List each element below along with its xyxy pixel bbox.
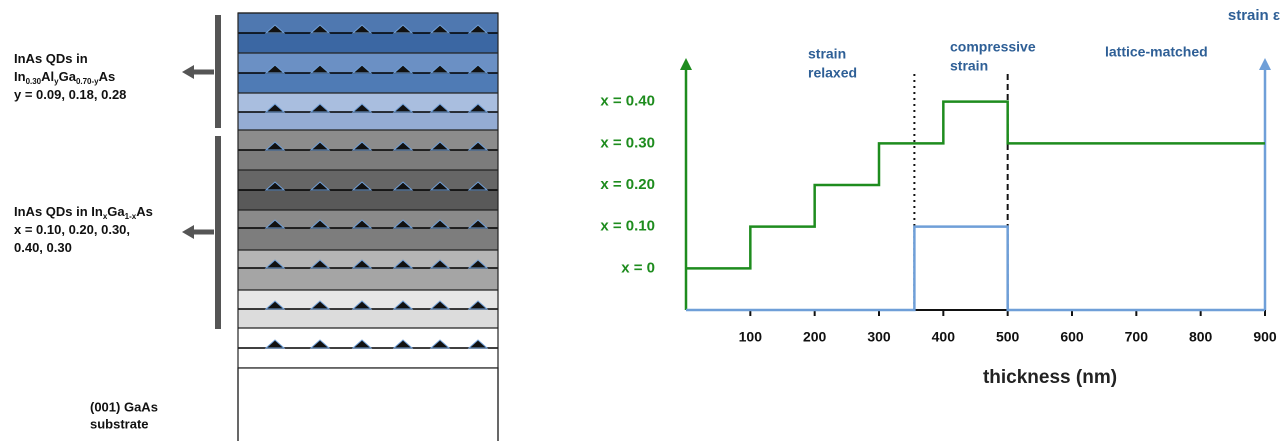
layer [238,150,498,170]
series-line [686,102,1265,269]
x-tick-label: 200 [803,329,827,345]
label-part: Ga [59,69,77,84]
label-part: InAs QDs in In [14,204,103,219]
x-tick-label: 900 [1253,329,1277,345]
x-axis-title: thickness (nm) [983,367,1117,388]
bracket [215,15,221,128]
region-label: strain [950,58,988,74]
layer-label: InAs QDs in [14,51,88,66]
layer [238,228,498,250]
y-tick-label: x = 0.40 [600,93,655,110]
label-part: As [99,69,116,84]
substrate-label: substrate [90,416,149,431]
y-axis-arrow [680,58,692,70]
label-part: Ga [107,204,125,219]
layer [238,73,498,93]
bracket [215,136,221,329]
y-tick-label: x = 0.20 [600,176,655,193]
figure: 100 200 300 400 500 600 700 800 900 thickness (nm… [0,0,1288,441]
label-part: 1-x [125,212,137,221]
label-part: 0.70-y [76,77,99,86]
layer [238,190,498,210]
y-tick-label: x = 0 [621,259,655,276]
label-part: InAs QDs in [14,51,88,66]
x-tick-label: 100 [739,329,763,345]
layer-label: InAs QDs in InxGa1-xAs [14,204,153,221]
x-tick-label: 400 [932,329,956,345]
x-tick-label: 800 [1189,329,1213,345]
layer [238,33,498,53]
label-part: In [14,69,26,84]
x-tick-label: 600 [1060,329,1084,345]
region-label: compressive [950,39,1036,55]
x-tick-label: 500 [996,329,1020,345]
x-tick-label: 700 [1125,329,1149,345]
y-tick-label: x = 0.10 [600,218,655,235]
region-label: strain [808,46,846,62]
substrate-label: (001) GaAs [90,399,158,414]
x-tick-label: 300 [867,329,891,345]
series-line [686,227,1265,310]
arrow-head [182,225,194,239]
label-part: As [136,204,153,219]
layer-label: In0.30AlyGa0.70-yAs [14,69,115,86]
label-part: y = 0.09, 0.18, 0.28 [14,87,126,102]
layer [238,112,498,130]
label-part: x = 0.10, 0.20, 0.30, [14,222,130,237]
y2-axis-title: strain ε [1228,7,1280,24]
label-part: 0.40, 0.30 [14,240,72,255]
region-label: lattice-matched [1105,44,1208,60]
label-part: Al [41,69,54,84]
y2-axis-arrow [1259,58,1271,70]
layer [238,348,498,368]
arrow-head [182,65,194,79]
layer-label: x = 0.10, 0.20, 0.30, [14,222,130,237]
layer-stack [238,13,498,441]
layer-label: y = 0.09, 0.18, 0.28 [14,87,126,102]
y-tick-label: x = 0.30 [600,134,655,151]
layer-label: 0.40, 0.30 [14,240,72,255]
chart: 100 200 300 400 500 600 700 800 900 thickness (nm… [600,7,1280,388]
region-label: relaxed [808,65,857,81]
substrate [238,368,498,441]
layer [238,268,498,290]
layer [238,309,498,328]
label-part: 0.30 [26,77,42,86]
